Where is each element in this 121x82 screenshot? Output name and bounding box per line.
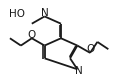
Text: HO: HO (9, 9, 25, 19)
Text: N: N (75, 66, 83, 76)
Text: O: O (86, 44, 94, 54)
Text: N: N (41, 8, 48, 18)
Text: O: O (28, 30, 36, 40)
